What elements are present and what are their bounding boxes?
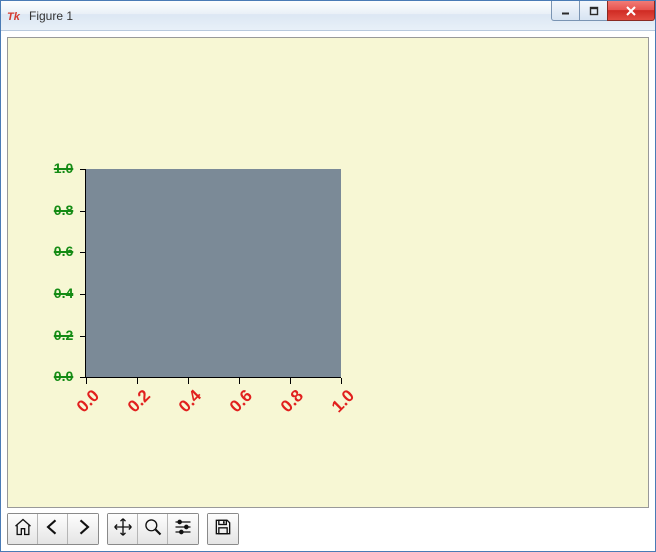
close-button[interactable] <box>607 1 655 21</box>
y-tick-label: 0.4 <box>54 285 73 301</box>
forward-button[interactable] <box>68 514 98 544</box>
x-tick-label: 0.0 <box>73 386 104 417</box>
save-button[interactable] <box>208 514 238 544</box>
back-button[interactable] <box>38 514 68 544</box>
zoom-icon <box>143 517 163 542</box>
configure-icon <box>173 517 193 542</box>
save-icon <box>213 517 233 542</box>
y-tick-label: 0.6 <box>54 243 73 259</box>
client-area: 0.0 0.2 0.4 0.6 0.8 1.0 0.0 0.2 0.4 0.6 0.8 1.0 <box>2 32 654 550</box>
toolbar-group <box>207 513 239 545</box>
toolbar-group <box>107 513 199 545</box>
minimize-button[interactable] <box>551 1 580 21</box>
nav-toolbar <box>7 512 649 546</box>
window-title: Figure 1 <box>29 9 73 23</box>
configure-button[interactable] <box>168 514 198 544</box>
y-tick-label: 0.2 <box>54 327 73 343</box>
x-tick-label: 0.6 <box>226 386 257 417</box>
y-tick-label: 0.0 <box>54 368 73 384</box>
zoom-button[interactable] <box>138 514 168 544</box>
pan-icon <box>113 517 133 542</box>
forward-icon <box>73 517 93 542</box>
figure-canvas[interactable]: 0.0 0.2 0.4 0.6 0.8 1.0 0.0 0.2 0.4 0.6 0.8 1.0 <box>7 37 649 508</box>
toolbar-group <box>7 513 99 545</box>
back-icon <box>43 517 63 542</box>
svg-text:Tk: Tk <box>7 11 21 23</box>
pan-button[interactable] <box>108 514 138 544</box>
home-button[interactable] <box>8 514 38 544</box>
titlebar[interactable]: Tk Figure 1 <box>1 1 655 31</box>
x-tick-label: 1.0 <box>328 386 359 417</box>
window-frame: Tk Figure 1 0.0 0.2 0.4 0.6 0.8 1.0 0.0 0.2 0.4 0… <box>0 0 656 552</box>
plot-axes: 0.00.20.40.60.81.00.00.20.40.60.81.0 <box>85 169 341 378</box>
tk-app-icon: Tk <box>7 8 23 24</box>
x-tick-label: 0.8 <box>277 386 308 417</box>
y-tick-label: 1.0 <box>54 160 73 176</box>
x-tick-label: 0.2 <box>124 386 155 417</box>
x-tick-label: 0.4 <box>175 386 206 417</box>
y-tick-label: 0.8 <box>54 202 73 218</box>
home-icon <box>13 517 33 542</box>
maximize-button[interactable] <box>579 1 608 21</box>
